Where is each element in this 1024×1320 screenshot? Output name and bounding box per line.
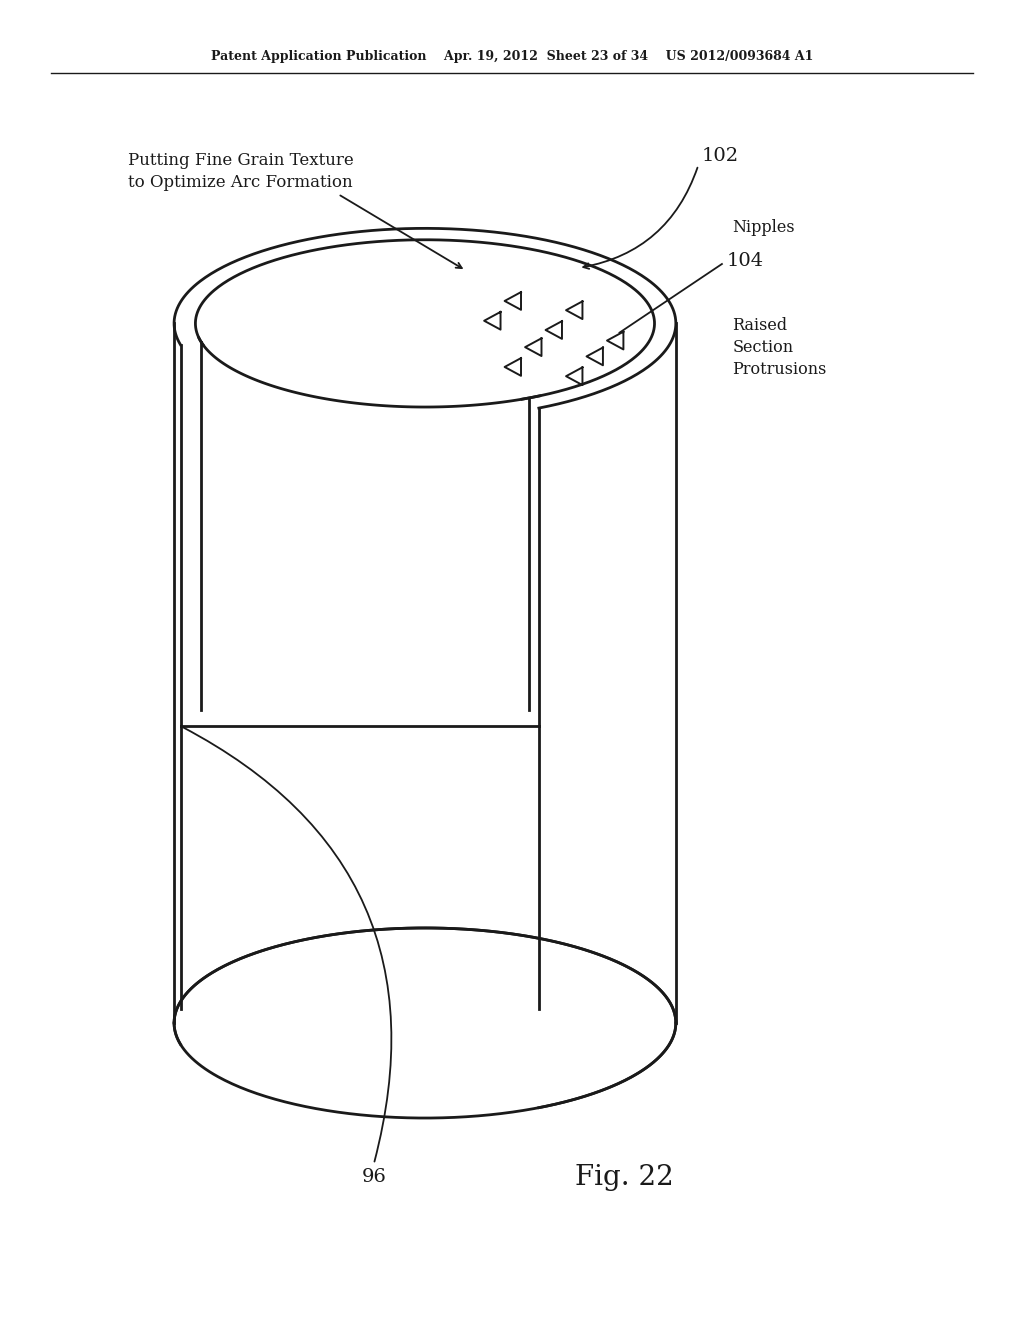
Text: Nipples: Nipples: [732, 219, 795, 235]
FancyArrowPatch shape: [340, 195, 462, 268]
Text: Fig. 22: Fig. 22: [575, 1164, 674, 1191]
FancyArrowPatch shape: [584, 168, 697, 269]
Text: 102: 102: [701, 147, 738, 165]
Text: 104: 104: [727, 252, 764, 271]
Text: Raised
Section
Protrusions: Raised Section Protrusions: [732, 317, 826, 379]
Text: 96: 96: [361, 1168, 386, 1187]
Text: Patent Application Publication    Apr. 19, 2012  Sheet 23 of 34    US 2012/00936: Patent Application Publication Apr. 19, …: [211, 50, 813, 63]
Text: Putting Fine Grain Texture
to Optimize Arc Formation: Putting Fine Grain Texture to Optimize A…: [128, 152, 353, 191]
